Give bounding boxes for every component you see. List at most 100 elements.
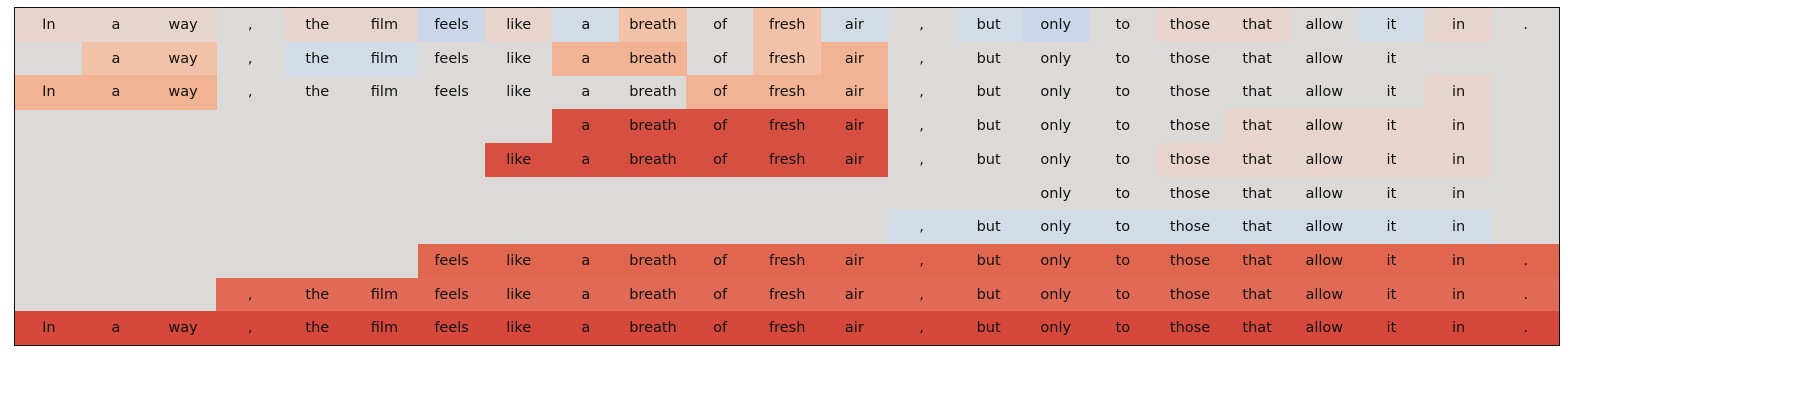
heatmap-cell: fresh — [753, 277, 822, 312]
heatmap-cell: way — [149, 311, 217, 345]
heatmap-cell: , — [887, 243, 956, 279]
heatmap-cell: air — [820, 311, 889, 345]
heatmap-cell: . — [1491, 277, 1559, 312]
heatmap-cell: of — [686, 142, 754, 177]
heatmap-cell: to — [1089, 243, 1157, 279]
heatmap-cell: those — [1169, 185, 1211, 202]
heatmap-cell: fresh — [753, 8, 822, 43]
heatmap-cell: air — [820, 243, 889, 279]
heatmap-cell: that — [1223, 8, 1291, 43]
heatmap-cell: only — [1021, 243, 1090, 279]
heatmap-cell: , — [919, 50, 924, 67]
heatmap-cell: it — [1357, 142, 1426, 177]
heatmap-cell: those — [1169, 118, 1211, 135]
heatmap-cell: but — [954, 243, 1023, 279]
heatmap-cell: that — [1223, 142, 1291, 177]
heatmap-cell: , — [919, 84, 924, 101]
heatmap-cell: breath — [619, 311, 687, 345]
heatmap-cell: breath — [619, 142, 687, 177]
heatmap-cell: to — [1115, 84, 1131, 101]
heatmap-cell: it — [1386, 50, 1397, 67]
heatmap-cell: allow — [1290, 277, 1359, 312]
heatmap-cell: in — [1424, 243, 1493, 279]
heatmap-cell: the — [283, 277, 352, 312]
heatmap-cell: but — [954, 210, 1023, 245]
heatmap-cell: film — [350, 8, 419, 43]
heatmap-cell: feels — [417, 243, 486, 279]
heatmap-cell: , — [919, 151, 924, 168]
heatmap-cell: air — [820, 142, 889, 177]
phrase-heatmap: In a way, the film feels like a breath of fresh air… — [14, 7, 1560, 346]
heatmap-cell: breath — [629, 84, 677, 101]
heatmap-cell: like — [506, 50, 532, 67]
heatmap-cell: film — [350, 311, 419, 345]
heatmap-cell: allow — [1305, 50, 1344, 67]
heatmap-cell: feels — [417, 311, 486, 345]
heatmap-cell: , — [216, 277, 285, 312]
heatmap-cell: film — [350, 277, 419, 312]
heatmap-cell: the — [305, 84, 330, 101]
heatmap-cell: , — [919, 118, 924, 135]
heatmap-cell: like — [484, 243, 553, 279]
heatmap-cell: those — [1156, 311, 1224, 345]
heatmap-cell: those — [1156, 210, 1224, 245]
heatmap-cell: . — [1523, 17, 1528, 34]
heatmap-cell: allow — [1305, 84, 1344, 101]
heatmap-cell: to — [1089, 210, 1157, 245]
heatmap-cell: a — [581, 84, 591, 101]
heatmap-cell: of — [686, 75, 754, 110]
heatmap-cell: but — [976, 50, 1001, 67]
heatmap-cell: in — [1424, 142, 1493, 177]
heatmap-cell: only — [1040, 185, 1072, 202]
heatmap-cell: , — [247, 17, 253, 34]
heatmap-cell: but — [954, 277, 1023, 312]
heatmap-cell: of — [686, 109, 754, 144]
heatmap-cell: fresh — [753, 109, 822, 144]
heatmap-cell: film — [350, 41, 419, 76]
heatmap-cell: only — [1040, 151, 1072, 168]
heatmap-cell: way — [149, 41, 217, 76]
heatmap-cell: that — [1223, 243, 1291, 279]
heatmap-cell: , — [216, 311, 285, 345]
heatmap-cell: it — [1357, 8, 1426, 43]
heatmap-cell: air — [820, 109, 889, 144]
heatmap-cell: to — [1115, 151, 1131, 168]
heatmap-cell: fresh — [753, 311, 822, 345]
heatmap-cell: it — [1357, 311, 1426, 345]
heatmap-cell: of — [686, 311, 754, 345]
heatmap-cell: a — [552, 311, 620, 345]
heatmap-cell: only — [1040, 50, 1072, 67]
heatmap-cell: air — [820, 41, 889, 76]
heatmap-cell: a — [552, 277, 620, 312]
heatmap-cell: like — [484, 311, 553, 345]
heatmap-cell: fresh — [753, 75, 822, 110]
heatmap-cell: air — [820, 75, 889, 110]
heatmap-cell: but — [954, 8, 1023, 43]
heatmap-cell: to — [1115, 17, 1131, 34]
heatmap-cell: but — [976, 151, 1001, 168]
heatmap-cell: those — [1156, 243, 1224, 279]
heatmap-cell: it — [1386, 185, 1397, 202]
heatmap-cell: fresh — [753, 142, 822, 177]
heatmap-cell: . — [1491, 311, 1559, 345]
heatmap-cell: allow — [1290, 243, 1359, 279]
heatmap-cell: to — [1089, 277, 1157, 312]
heatmap-cell: a — [82, 75, 150, 110]
heatmap-cell: feels — [434, 84, 469, 101]
heatmap-cell: it — [1357, 210, 1426, 245]
heatmap-cell: of — [713, 50, 728, 67]
heatmap-cell: only — [1021, 210, 1090, 245]
heatmap-cell: allow — [1305, 185, 1344, 202]
heatmap-cell: In — [15, 311, 83, 345]
heatmap-cell: that — [1223, 210, 1291, 245]
heatmap-cell: to — [1115, 185, 1131, 202]
heatmap-cell: it — [1386, 84, 1397, 101]
heatmap-cell: fresh — [753, 243, 822, 279]
heatmap-cell: feels — [417, 8, 486, 43]
heatmap-cell: like — [506, 84, 532, 101]
heatmap-cell: those — [1156, 142, 1224, 177]
heatmap-cell: fresh — [753, 41, 822, 76]
heatmap-cell: feels — [417, 277, 486, 312]
heatmap-cell: those — [1156, 277, 1224, 312]
heatmap-cell: breath — [619, 41, 687, 76]
